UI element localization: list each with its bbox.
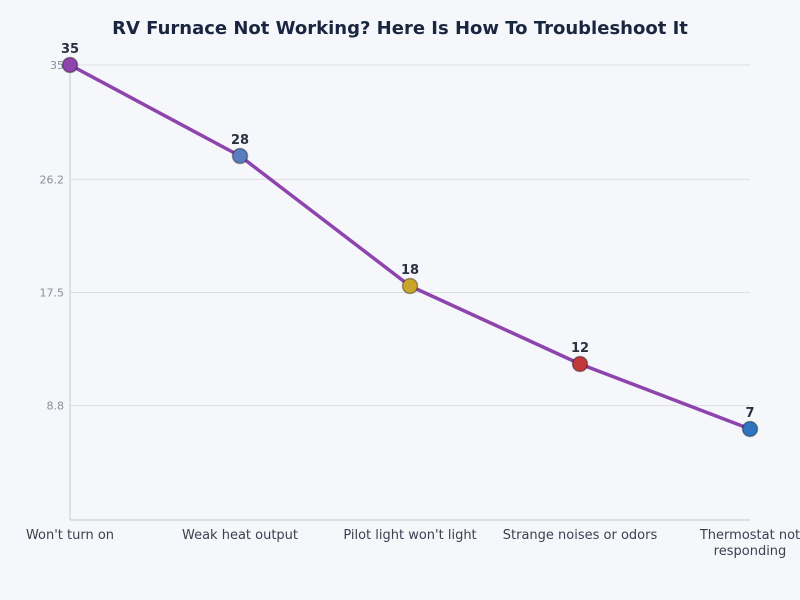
data-point [741, 420, 759, 438]
x-tick-label: Won't turn on [26, 528, 114, 543]
x-tick-labels: Won't turn on Weak heat output Pilot light… [26, 528, 800, 559]
x-tick-label: Weak heat output [182, 528, 298, 543]
data-point [231, 147, 249, 165]
y-tick-label: 17.5 [40, 287, 65, 300]
data-points [61, 56, 759, 438]
gridlines [70, 64, 750, 407]
data-labels: 35 28 18 12 7 [61, 42, 755, 421]
chart-title: RV Furnace Not Working? Here Is How To T… [112, 18, 688, 39]
data-point [401, 277, 419, 295]
data-label: 7 [745, 406, 754, 421]
y-tick-label: 8.8 [47, 400, 65, 413]
x-tick-label: Thermostat not responding [699, 528, 800, 559]
data-point [61, 56, 79, 74]
x-tick-label: Pilot light won't light [343, 528, 476, 543]
y-tick-label: 26.2 [40, 173, 65, 186]
y-tick-label: 35 [50, 59, 64, 72]
x-tick-label: Strange noises or odors [503, 528, 658, 543]
data-point [571, 355, 589, 373]
data-label: 18 [401, 263, 419, 278]
y-tick-labels: 8.8 17.5 26.2 35 [40, 59, 65, 413]
data-label: 28 [231, 133, 249, 148]
series-line [69, 63, 751, 431]
data-label: 35 [61, 42, 79, 57]
data-label: 12 [571, 341, 589, 356]
